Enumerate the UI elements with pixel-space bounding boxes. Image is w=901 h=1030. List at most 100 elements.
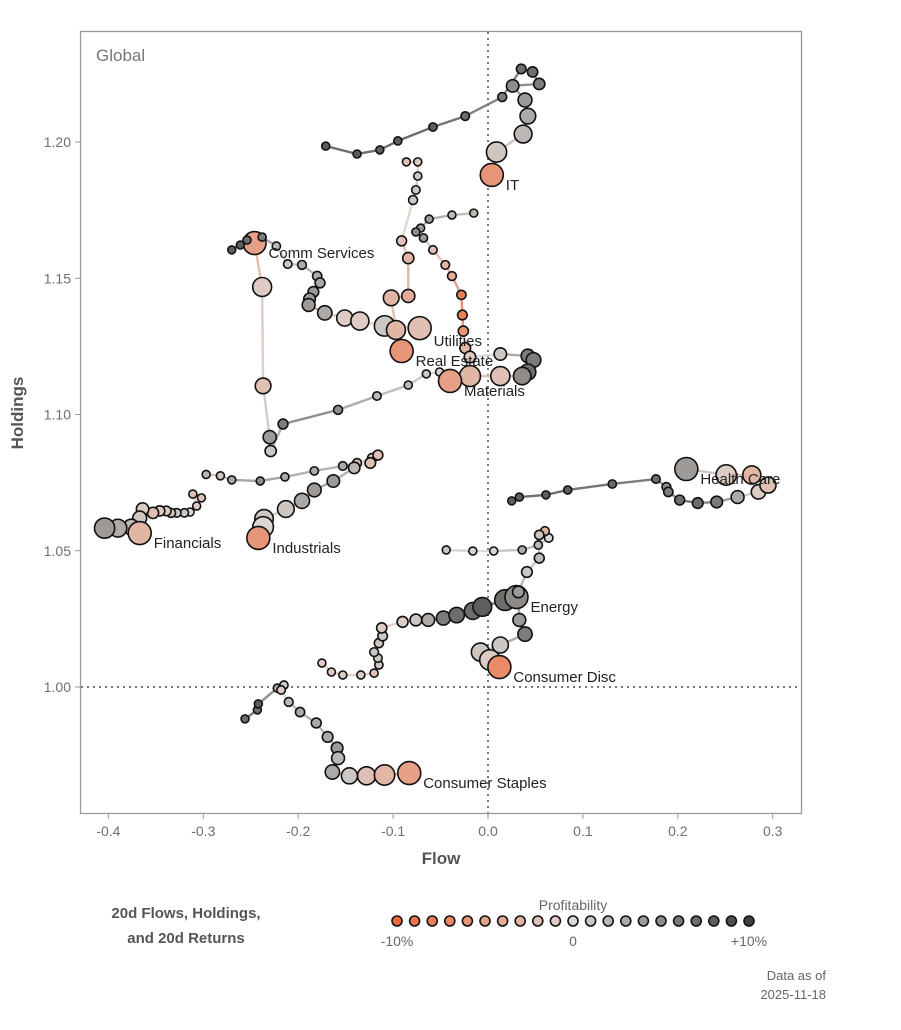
real-estate-point[interactable] [401,251,415,265]
energy-point[interactable] [396,615,409,629]
comm-services-point[interactable] [262,429,278,445]
it-point[interactable] [374,145,385,155]
consumer-staples-point[interactable] [356,766,377,786]
consumer-staples-point[interactable] [283,696,294,708]
utilities-point[interactable] [314,277,326,289]
energy-point[interactable] [448,606,466,624]
materials-point[interactable] [411,227,421,237]
health-care-point[interactable] [730,489,745,505]
health-care-point[interactable] [562,485,573,495]
industrials-point[interactable] [293,492,311,510]
energy-point[interactable] [409,613,423,627]
it-point[interactable] [515,63,527,75]
real-estate-point[interactable] [389,338,414,364]
materials-point[interactable] [446,270,458,282]
materials-point[interactable] [493,346,508,362]
it-point[interactable] [392,136,403,146]
utilities-point[interactable] [335,309,354,327]
real-estate-point[interactable] [400,288,416,304]
industrials-point[interactable] [337,460,348,472]
health-care-point[interactable] [662,486,674,498]
real-estate-point[interactable] [401,157,412,167]
utilities-point[interactable] [242,235,252,245]
comm-services-point[interactable] [254,377,272,395]
consumer-disc-point[interactable] [488,546,499,556]
industrials-point[interactable] [372,449,384,461]
energy-point[interactable] [472,596,493,618]
materials-point[interactable] [489,365,511,387]
industrials-point[interactable] [347,461,361,475]
materials-point[interactable] [457,325,470,337]
real-estate-point[interactable] [385,319,407,341]
consumer-staples-point[interactable] [294,706,306,718]
energy-point[interactable] [317,658,327,668]
real-estate-point[interactable] [412,157,423,167]
energy-point[interactable] [375,621,388,634]
comm-services-point[interactable] [264,444,278,458]
industrials-point[interactable] [215,471,226,481]
industrials-point[interactable] [306,482,322,498]
utilities-point[interactable] [350,311,370,331]
consumer-staples-point[interactable] [373,764,396,786]
health-care-point[interactable] [759,476,777,494]
comm-services-point[interactable] [277,418,289,430]
consumer-disc-point[interactable] [511,585,525,599]
consumer-disc-point[interactable] [512,612,527,628]
it-point[interactable] [519,107,537,125]
materials-point[interactable] [418,233,429,243]
real-estate-point[interactable] [407,194,419,206]
it-point[interactable] [496,91,508,103]
health-care-point[interactable] [741,465,762,485]
energy-point[interactable] [369,668,379,678]
materials-point[interactable] [456,289,467,301]
industrials-point[interactable] [326,473,341,489]
materials-point[interactable] [440,259,451,270]
it-point[interactable] [479,162,505,188]
materials-point[interactable] [437,368,463,394]
it-point[interactable] [517,92,533,108]
health-care-point[interactable] [514,492,525,502]
utilities-point[interactable] [226,245,237,255]
consumer-disc-point[interactable] [441,545,452,555]
consumer-staples-point[interactable] [240,714,250,724]
comm-services-point[interactable] [403,380,414,390]
utilities-point[interactable] [257,232,267,242]
industrials-point[interactable] [276,499,296,519]
consumer-disc-point[interactable] [520,565,534,579]
health-care-point[interactable] [691,496,704,510]
consumer-disc-point[interactable] [491,636,510,654]
utilities-point[interactable] [407,315,432,341]
it-point[interactable] [460,111,471,122]
materials-point[interactable] [463,350,477,364]
financials-point[interactable] [93,517,116,540]
real-estate-point[interactable] [412,171,423,181]
comm-services-point[interactable] [251,276,273,298]
materials-point[interactable] [456,309,468,321]
health-care-point[interactable] [607,479,618,489]
energy-point[interactable] [356,670,366,680]
utilities-point[interactable] [296,259,308,271]
it-point[interactable] [505,78,520,93]
energy-point[interactable] [326,667,337,677]
consumer-staples-point[interactable] [253,699,264,709]
consumer-staples-point[interactable] [321,730,334,744]
health-care-point[interactable] [650,474,662,485]
industrials-point[interactable] [364,456,377,470]
comm-services-point[interactable] [332,404,344,416]
financials-point[interactable] [188,489,198,499]
industrials-point[interactable] [226,475,237,485]
energy-point[interactable] [368,646,380,658]
consumer-staples-point[interactable] [310,717,322,729]
industrials-point[interactable] [309,465,320,476]
consumer-staples-point[interactable] [276,684,287,696]
consumer-disc-point[interactable] [487,654,512,680]
industrials-point[interactable] [246,525,271,551]
health-care-point[interactable] [541,490,551,500]
materials-point[interactable] [424,214,434,224]
industrials-point[interactable] [255,476,266,486]
health-care-point[interactable] [506,496,517,506]
consumer-disc-point[interactable] [517,626,533,643]
health-care-point[interactable] [710,495,724,509]
consumer-disc-point[interactable] [533,540,544,550]
materials-point[interactable] [512,366,532,386]
